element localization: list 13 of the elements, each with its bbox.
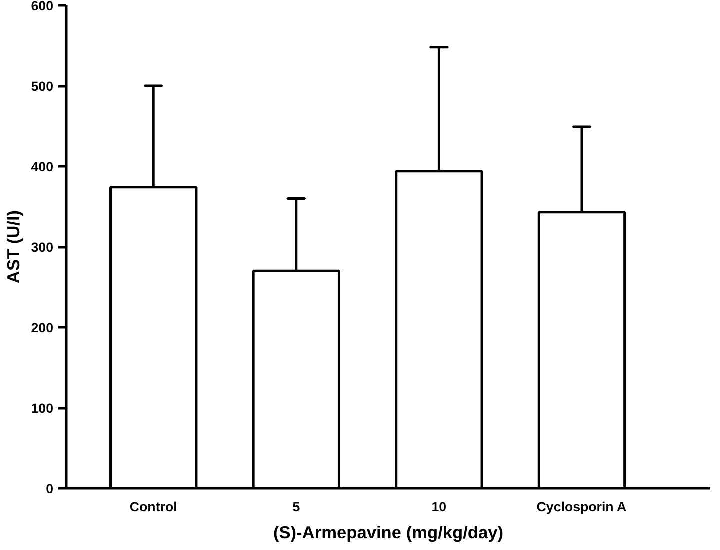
y-tick-label: 100 [31, 401, 54, 416]
y-axis-title: AST (U/l) [3, 210, 24, 284]
y-tick-label: 300 [31, 240, 54, 255]
y-tick-label: 600 [31, 0, 54, 14]
y-tick-label: 400 [31, 160, 54, 174]
y-tick-label: 200 [31, 320, 54, 336]
x-axis-title: (S)-Armepavine (mg/kg/day) [273, 522, 504, 542]
x-tick-label: 10 [432, 500, 447, 514]
y-tick-label: 0 [46, 482, 54, 496]
x-tick-label: 5 [292, 500, 301, 514]
y-tick-label: 500 [31, 79, 54, 94]
x-tick-label: Cyclosporin A [536, 500, 628, 514]
x-tick-label: Control [130, 500, 178, 514]
